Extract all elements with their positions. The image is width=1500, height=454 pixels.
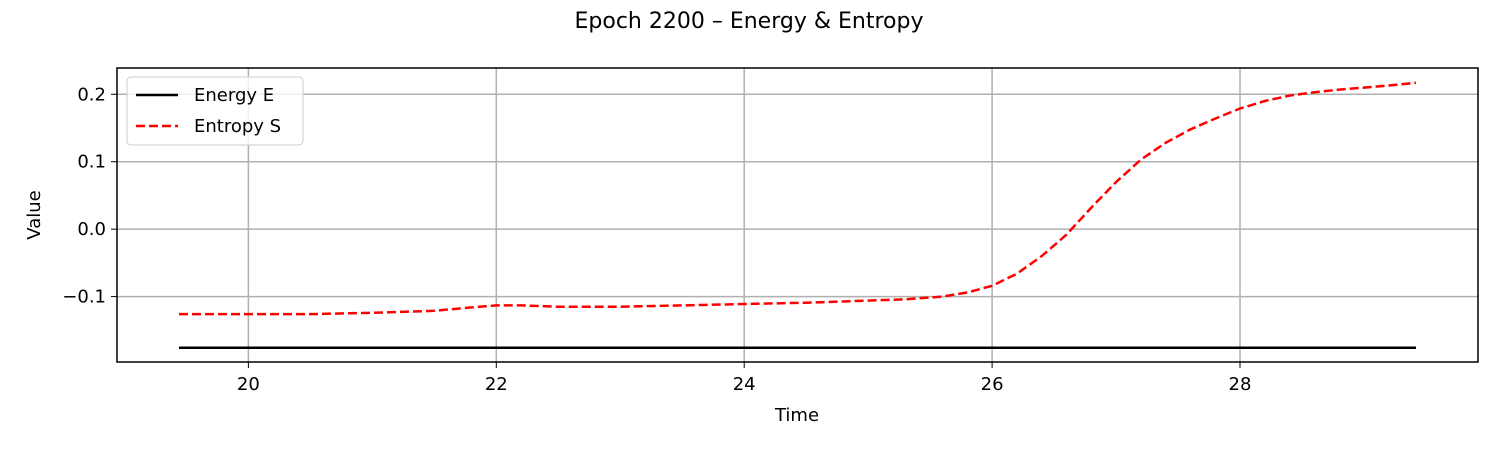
y-tick-label: 0.0 <box>77 219 106 240</box>
x-axis-ticks: 20 22 24 26 28 <box>237 362 1252 395</box>
y-tick-label: 0.1 <box>77 152 106 173</box>
legend: Energy E Entropy S <box>126 76 304 146</box>
x-tick-label: 22 <box>485 374 508 395</box>
series-line-entropy-s <box>179 81 1417 316</box>
legend-label-entropy: Entropy S <box>194 116 281 137</box>
chart-title: Epoch 2200 – Energy & Entropy <box>575 9 924 34</box>
series-layer <box>179 81 1417 350</box>
y-tick-label: 0.2 <box>77 84 106 105</box>
legend-label-energy: Energy E <box>194 85 274 106</box>
y-tick-label: −0.1 <box>62 287 106 308</box>
x-tick-label: 24 <box>733 374 756 395</box>
x-tick-label: 28 <box>1229 374 1252 395</box>
grid <box>117 68 1478 362</box>
x-axis-label: Time <box>774 405 819 426</box>
x-tick-label: 26 <box>981 374 1004 395</box>
plot-frame <box>116 67 1479 363</box>
x-tick-label: 20 <box>237 374 260 395</box>
y-axis-ticks: −0.1 0.0 0.1 0.2 <box>62 84 117 308</box>
y-axis-label: Value <box>24 190 45 239</box>
